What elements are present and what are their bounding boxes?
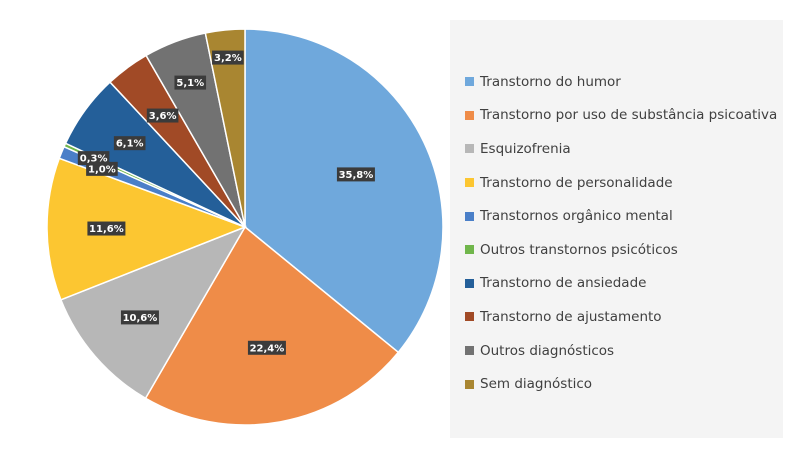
pie-slice (204, 28, 246, 228)
data-label: 35,8% (339, 170, 374, 181)
legend-label: Esquizofrenia (480, 140, 571, 157)
legend-label: Transtorno de personalidade (480, 174, 673, 191)
legend-swatch (465, 178, 474, 188)
legend-swatch (465, 346, 474, 356)
pie-chart: 35,8% 22,4% 10,6% 11,6% 1,0%0,3% 6,1% 3,6% 5,1%… (46, 28, 444, 426)
data-label: 22,4% (250, 343, 285, 354)
data-label: 11,6% (89, 224, 124, 235)
legend-swatch (465, 245, 474, 255)
legend-swatch (465, 379, 474, 389)
data-label-background (120, 310, 159, 325)
legend-swatch (465, 110, 474, 120)
legend-label: Transtornos orgânico mental (480, 208, 673, 225)
data-label: 3,6% (149, 111, 177, 122)
legend-swatch (465, 211, 474, 221)
legend-swatch (465, 144, 474, 154)
legend-item: Transtorno de ajustamento (465, 300, 777, 334)
legend-label: Transtorno de ajustamento (480, 308, 662, 325)
data-label-background (174, 75, 207, 90)
data-label: 0,3% (80, 154, 108, 165)
data-label-background (336, 167, 375, 182)
legend-item: Sem diagnóstico (465, 367, 777, 401)
legend-item: Outros transtornos psicóticos (465, 233, 777, 267)
legend-swatch (465, 312, 474, 322)
legend-item: Outros diagnósticos (465, 334, 777, 368)
pie-slice (244, 28, 444, 354)
legend-label: Sem diagnóstico (480, 376, 593, 393)
legend: Transtorno do humor Transtorno por uso de… (450, 20, 783, 438)
data-label: 6,1% (116, 139, 144, 150)
legend-label: Transtorno do humor (480, 73, 621, 90)
legend-item: Transtorno do humor (465, 65, 777, 99)
data-label-background (87, 221, 126, 236)
legend-item: Esquizofrenia (465, 132, 777, 166)
legend-label: Transtorno de ansiedade (480, 275, 647, 292)
data-label-background (86, 161, 118, 176)
legend-item: Transtorno de ansiedade (465, 267, 777, 301)
legend-swatch (465, 278, 474, 288)
legend-label: Outros transtornos psicóticos (480, 241, 678, 258)
data-label-background (212, 50, 244, 65)
data-label-background (77, 151, 110, 166)
data-label: 3,2% (214, 53, 242, 64)
legend-item: Transtornos orgânico mental (465, 199, 777, 233)
data-label-background (113, 136, 146, 151)
legend-swatch (465, 77, 474, 87)
legend-list: Transtorno do humor Transtorno por uso de… (465, 65, 777, 401)
data-label: 1,0% (88, 164, 116, 175)
legend-item: Transtorno por uso de substância psicoat… (465, 99, 777, 133)
legend-item: Transtorno de personalidade (465, 166, 777, 200)
data-label-background (247, 340, 286, 355)
data-label-background (146, 108, 179, 123)
legend-label: Transtorno por uso de substância psicoat… (480, 107, 778, 124)
data-label: 5,1% (176, 78, 204, 89)
pie-slice (46, 157, 248, 301)
pie-slice (144, 225, 400, 426)
legend-label: Outros diagnósticos (480, 342, 615, 359)
data-label: 10,6% (123, 313, 158, 324)
